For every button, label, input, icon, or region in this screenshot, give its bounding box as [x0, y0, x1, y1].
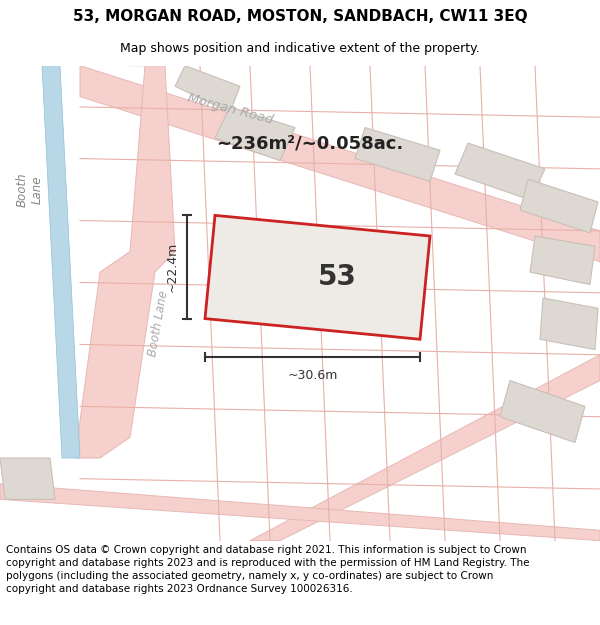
Text: Map shows position and indicative extent of the property.: Map shows position and indicative extent…	[120, 42, 480, 54]
Text: ~30.6m: ~30.6m	[287, 369, 338, 382]
Polygon shape	[355, 127, 440, 181]
Polygon shape	[80, 66, 600, 262]
Text: 53: 53	[318, 263, 357, 291]
Text: Booth
Lane: Booth Lane	[16, 173, 44, 207]
Polygon shape	[0, 458, 55, 499]
Polygon shape	[0, 484, 600, 541]
Text: Morgan Road: Morgan Road	[186, 91, 274, 127]
Polygon shape	[42, 66, 80, 458]
Polygon shape	[75, 66, 175, 458]
Polygon shape	[500, 381, 585, 442]
Polygon shape	[175, 66, 240, 112]
Polygon shape	[205, 216, 430, 339]
Text: Booth Lane: Booth Lane	[146, 290, 170, 358]
Polygon shape	[540, 298, 598, 349]
Text: 53, MORGAN ROAD, MOSTON, SANDBACH, CW11 3EQ: 53, MORGAN ROAD, MOSTON, SANDBACH, CW11 …	[73, 9, 527, 24]
Polygon shape	[250, 355, 600, 541]
Text: ~236m²/~0.058ac.: ~236m²/~0.058ac.	[217, 134, 404, 152]
Text: ~22.4m: ~22.4m	[166, 242, 179, 292]
Polygon shape	[215, 107, 295, 161]
Polygon shape	[455, 143, 545, 200]
Polygon shape	[520, 179, 598, 233]
Polygon shape	[530, 236, 595, 284]
Text: Contains OS data © Crown copyright and database right 2021. This information is : Contains OS data © Crown copyright and d…	[6, 545, 530, 594]
